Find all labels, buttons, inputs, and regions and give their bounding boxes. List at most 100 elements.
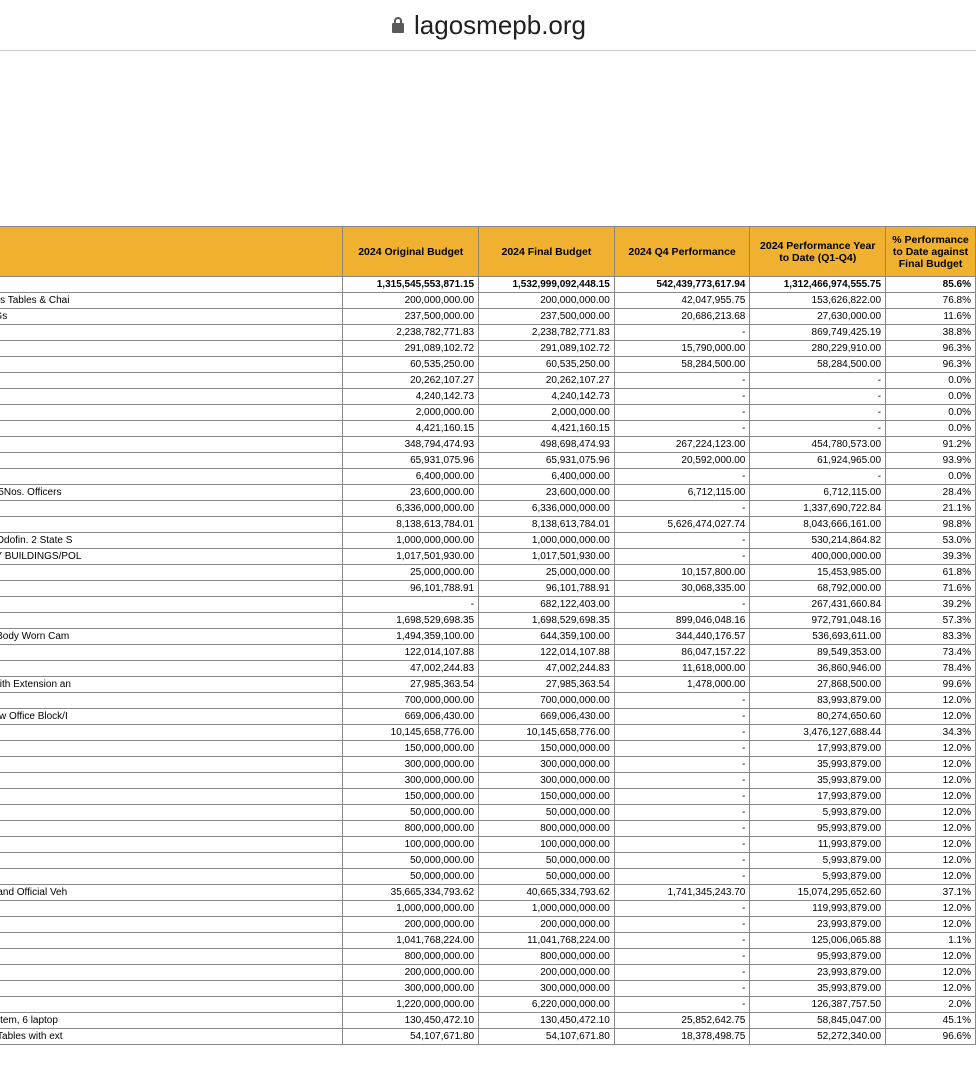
table-cell: Seater Bus bbox=[0, 661, 343, 677]
table-cell: 1,000,000,000.00 bbox=[343, 901, 479, 917]
table-cell: - bbox=[750, 389, 886, 405]
table-cell: 98.8% bbox=[886, 517, 976, 533]
table-cell: 15,074,295,652.60 bbox=[750, 885, 886, 901]
table-row: xecutive Table & Chair, 40 Nos. Visitor … bbox=[0, 293, 976, 309]
table-cell: - bbox=[614, 373, 750, 389]
table-cell: - bbox=[614, 533, 750, 549]
table-cell: Building bbox=[0, 645, 343, 661]
table-cell: Equipment bbox=[0, 981, 343, 997]
table-cell: - bbox=[614, 389, 750, 405]
table-cell: 60,535,250.00 bbox=[343, 357, 479, 373]
table-cell: 50,000,000.00 bbox=[343, 805, 479, 821]
table-cell: 71.6% bbox=[886, 581, 976, 597]
table-cell: 8,138,613,784.01 bbox=[343, 517, 479, 533]
table-header: 2024 Original Budget 2024 Final Budget 2… bbox=[0, 227, 976, 277]
table-cell: - bbox=[614, 421, 750, 437]
table-cell: 454,780,573.00 bbox=[750, 437, 886, 453]
table-cell: " Operational TV monitors for various of… bbox=[0, 1029, 343, 1045]
header-pct-performance: % Performance to Date against Final Budg… bbox=[886, 227, 976, 277]
table-row: ehicles for Forty (40) Honourable Member… bbox=[0, 885, 976, 901]
table-cell: 800,000,000.00 bbox=[343, 949, 479, 965]
table-cell: 119,993,879.00 bbox=[750, 901, 886, 917]
table-cell: 1,741,345,243.70 bbox=[614, 885, 750, 901]
table-cell: d/Landscapping/Beautification bbox=[0, 757, 343, 773]
table-cell: 83,993,879.00 bbox=[750, 693, 886, 709]
table-cell: ry bbox=[0, 741, 343, 757]
table-cell: - bbox=[614, 949, 750, 965]
total-cell: 85.6% bbox=[886, 277, 976, 293]
table-cell: 0.0% bbox=[886, 469, 976, 485]
table-cell: 96.3% bbox=[886, 341, 976, 357]
table-cell: ors bbox=[0, 949, 343, 965]
table-cell: 6,712,115.00 bbox=[750, 485, 886, 501]
table-row: es for 5 zonal Office in the State348,79… bbox=[0, 437, 976, 453]
page-content: 2024 Original Budget 2024 Final Budget 2… bbox=[0, 51, 976, 1045]
table-cell: 61,924,965.00 bbox=[750, 453, 886, 469]
table-cell: 122,014,107.88 bbox=[343, 645, 479, 661]
table-cell: 200,000,000.00 bbox=[479, 917, 615, 933]
table-cell: 300,000,000.00 bbox=[479, 773, 615, 789]
table-cell: 0.0% bbox=[886, 405, 976, 421]
table-cell: 50,000,000.00 bbox=[343, 853, 479, 869]
table-cell: 96.6% bbox=[886, 1029, 976, 1045]
table-cell: 15,790,000.00 bbox=[614, 341, 750, 357]
url-container[interactable]: lagosmepb.org bbox=[390, 10, 586, 41]
table-cell: - bbox=[614, 725, 750, 741]
table-cell: 61.8% bbox=[886, 565, 976, 581]
table-cell: 50,000,000.00 bbox=[479, 853, 615, 869]
table-row: LSACA Building65,931,075.9665,931,075.96… bbox=[0, 453, 976, 469]
table-cell: ructure for E-Parliament/Computerization… bbox=[0, 821, 343, 837]
table-cell: - bbox=[614, 965, 750, 981]
table-row: ce Complex, 1 Office Auditorium, 1 Offic… bbox=[0, 373, 976, 389]
table-cell: 2.0% bbox=[886, 997, 976, 1013]
table-cell: - bbox=[614, 805, 750, 821]
table-row: State House of Assembly Visitors' toilet… bbox=[0, 853, 976, 869]
table-cell: ase of properties(Lagos and Abuja) bbox=[0, 997, 343, 1013]
table-cell: 4,421,160.15 bbox=[343, 421, 479, 437]
header-q4-performance: 2024 Q4 Performance bbox=[614, 227, 750, 277]
table-cell: 12.0% bbox=[886, 981, 976, 997]
total-cell: 1,315,545,553,871.15 bbox=[343, 277, 479, 293]
table-cell: 50,000,000.00 bbox=[343, 869, 479, 885]
table-cell: 669,006,430.00 bbox=[343, 709, 479, 725]
table-row: Building122,014,107.88122,014,107.8886,0… bbox=[0, 645, 976, 661]
table-row: on of Generators1,000,000,000.001,000,00… bbox=[0, 901, 976, 917]
table-cell: 3,476,127,688.44 bbox=[750, 725, 886, 741]
table-cell: 93.9% bbox=[886, 453, 976, 469]
table-cell: 1,494,359,100.00 bbox=[343, 629, 479, 645]
table-cell: 28.4% bbox=[886, 485, 976, 501]
table-cell: xecutive Table & Chair, 40 Nos. Visitor … bbox=[0, 293, 343, 309]
table-cell: 58,284,500.00 bbox=[614, 357, 750, 373]
table-cell: 57.3% bbox=[886, 613, 976, 629]
table-row: itute of Democratic and Legislative Stud… bbox=[0, 917, 976, 933]
table-cell: 1,337,690,722.84 bbox=[750, 501, 886, 517]
table-cell: - bbox=[614, 693, 750, 709]
table-cell: 12.0% bbox=[886, 821, 976, 837]
table-cell: 800,000,000.00 bbox=[479, 949, 615, 965]
table-row: nce of emeregency realted Equipment2,238… bbox=[0, 325, 976, 341]
table-cell: - bbox=[614, 917, 750, 933]
table-cell: 27,868,500.00 bbox=[750, 677, 886, 693]
table-cell: 300,000,000.00 bbox=[343, 757, 479, 773]
table-row: he Purchase of Fire Trucks1,698,529,698.… bbox=[0, 613, 976, 629]
table-cell: - bbox=[614, 549, 750, 565]
table-cell: 1,041,768,224.00 bbox=[343, 933, 479, 949]
table-cell: - bbox=[614, 901, 750, 917]
table-cell: 45.1% bbox=[886, 1013, 976, 1029]
table-cell: 12.0% bbox=[886, 869, 976, 885]
table-cell: ment: 5Nos Executive Table with Extensio… bbox=[0, 485, 343, 501]
table-row: d/Landscapping/Beautification300,000,000… bbox=[0, 757, 976, 773]
table-cell: 34.3% bbox=[886, 725, 976, 741]
table-cell: 1,017,501,930.00 bbox=[479, 549, 615, 565]
table-cell: - bbox=[614, 997, 750, 1013]
table-cell: - bbox=[614, 469, 750, 485]
table-cell: - bbox=[614, 773, 750, 789]
table-cell: 25,000,000.00 bbox=[479, 565, 615, 581]
table-cell: 10,157,800.00 bbox=[614, 565, 750, 581]
table-cell: LSACA Building bbox=[0, 453, 343, 469]
table-cell: 280,229,910.00 bbox=[750, 341, 886, 357]
table-cell: 1,698,529,698.35 bbox=[343, 613, 479, 629]
table-cell: 5,993,879.00 bbox=[750, 869, 886, 885]
table-cell: se of Office Equipment: CONSTRUCTION OF … bbox=[0, 549, 343, 565]
table-cell: 6,336,000,000.00 bbox=[343, 501, 479, 517]
